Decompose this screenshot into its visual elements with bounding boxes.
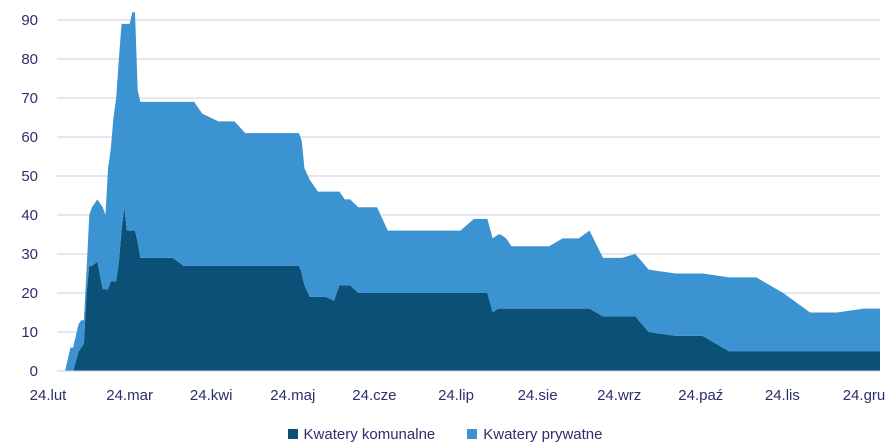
area-series-komunalne [57,207,880,371]
y-tick-label-70: 70 [21,90,38,107]
x-tick-label: 24.gru [843,387,886,404]
legend-swatch-prywatne [467,429,478,439]
y-tick-label-10: 10 [21,324,38,341]
legend-label-komunalne: Kwatery komunalne [303,425,436,443]
x-tick-label: 24.lis [765,387,800,404]
legend-label-prywatne: Kwatery prywatne [483,425,603,443]
y-tick-label-60: 60 [21,129,38,146]
y-tick-label-80: 80 [21,51,38,68]
x-tick-label: 24.sie [518,387,558,404]
y-tick-label-0: 0 [30,363,38,380]
x-tick-label: 24.maj [270,387,315,404]
x-tick-label: 24.mar [106,387,153,404]
y-tick-label-40: 40 [21,207,38,224]
x-tick-label: 24.lut [30,387,68,404]
legend-swatch-komunalne [287,429,298,439]
legend: Kwatery komunalne Kwatery prywatne [0,424,890,444]
y-tick-label-50: 50 [21,168,38,185]
x-tick-label: 24.kwi [190,387,233,404]
x-tick-label: 24.cze [352,387,396,404]
y-tick-label-20: 20 [21,285,38,302]
area-series [57,12,880,371]
y-tick-label-90: 90 [21,12,38,29]
area-series-prywatne [57,12,880,371]
x-tick-label: 24.lip [438,387,474,404]
legend-item-prywatne: Kwatery prywatne [467,424,602,444]
x-axis-tick-labels: 24.lut 24.mar 24.kwi 24.maj 24.cze 24.lip 24.s… [30,387,886,404]
y-axis-tick-labels: 0 10 20 30 40 50 60 70 80 90 [21,12,38,380]
legend-item-komunalne: Kwatery komunalne [287,424,436,444]
x-tick-label: 24.paź [678,387,723,404]
y-tick-label-30: 30 [21,246,38,263]
x-tick-label: 24.wrz [597,387,641,404]
